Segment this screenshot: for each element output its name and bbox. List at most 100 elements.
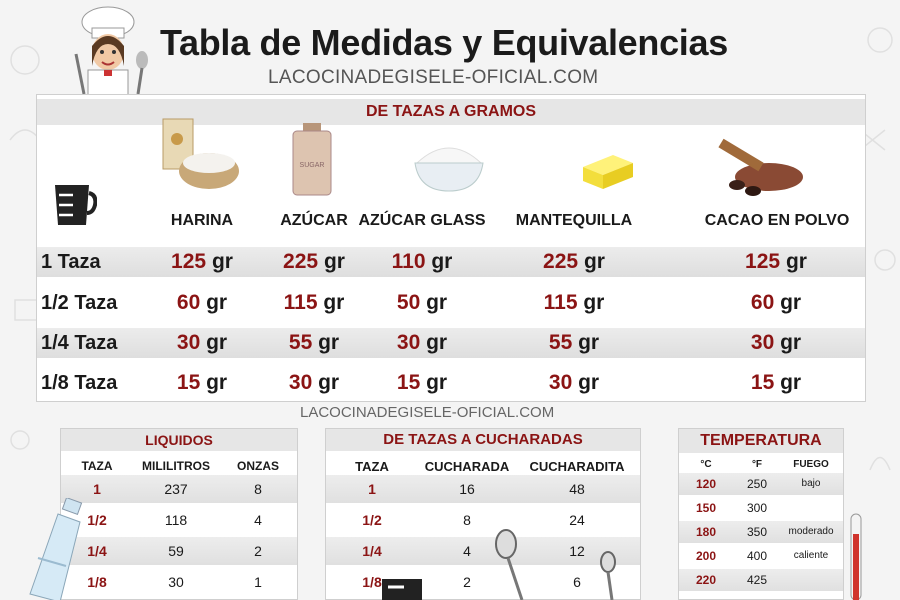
temperature-title: TEMPERATURA bbox=[679, 429, 843, 453]
header-fahrenheit: °F bbox=[751, 459, 763, 470]
cell: 118 bbox=[164, 512, 188, 528]
table-row: 1 Taza 125 gr 225 gr 110 gr 225 gr 125 g… bbox=[37, 247, 865, 277]
table-row: 1/2 8 24 bbox=[326, 506, 640, 534]
table-row: 1/2 Taza 60 gr 115 gr 50 gr 115 gr 60 gr bbox=[37, 288, 865, 318]
cell: 120 bbox=[695, 477, 717, 491]
chef-mascot-illustration bbox=[74, 6, 148, 96]
value: 50 bbox=[396, 291, 421, 314]
cell: 16 bbox=[459, 481, 475, 497]
column-harina: HARINA bbox=[170, 212, 234, 229]
sugar-jar-label: SUGAR bbox=[300, 162, 325, 169]
value: 55 bbox=[288, 331, 313, 354]
cell: 1/2 bbox=[362, 512, 382, 528]
cell: 300 bbox=[746, 501, 768, 515]
row-label: 1/4 Taza bbox=[41, 332, 118, 354]
liquids-table: LIQUIDOS TAZA MILILITROS ONZAS 1 237 8 1… bbox=[60, 428, 298, 600]
value: 225 bbox=[543, 250, 579, 273]
cell: 59 bbox=[168, 543, 184, 559]
header-celsius: °C bbox=[700, 459, 712, 470]
cell: 350 bbox=[746, 525, 768, 539]
cell: 8 bbox=[254, 481, 262, 497]
cell: 1 bbox=[254, 574, 262, 590]
cell: 220 bbox=[695, 573, 717, 587]
value: 30 bbox=[548, 371, 573, 394]
unit: gr bbox=[318, 331, 340, 354]
cell: 250 bbox=[746, 477, 768, 491]
row-label: 1 Taza bbox=[41, 251, 101, 273]
unit: gr bbox=[583, 291, 605, 314]
unit: gr bbox=[206, 331, 228, 354]
table-row: 1/8 2 6 bbox=[326, 568, 640, 596]
value: 15 bbox=[396, 371, 421, 394]
table-row: 1/2 118 4 bbox=[61, 506, 297, 534]
row-label: 1/2 Taza bbox=[41, 292, 118, 314]
cell: 400 bbox=[746, 549, 768, 563]
column-azucar: AZÚCAR bbox=[280, 212, 348, 229]
cups-to-spoons-table: DE TAZAS A CUCHARADAS TAZA CUCHARADA CUC… bbox=[325, 428, 641, 600]
cell: 24 bbox=[569, 512, 585, 528]
thermometer-icon bbox=[850, 513, 862, 600]
cell: 1/8 bbox=[362, 574, 382, 590]
value: 60 bbox=[750, 291, 775, 314]
value: 110 bbox=[391, 250, 426, 273]
unit: gr bbox=[426, 331, 448, 354]
measuring-cup-icon bbox=[55, 185, 97, 225]
unit: gr bbox=[780, 291, 802, 314]
liquids-title: LIQUIDOS bbox=[61, 429, 297, 451]
cell: 30 bbox=[168, 574, 184, 590]
value: 125 bbox=[171, 250, 207, 273]
unit: gr bbox=[780, 371, 802, 394]
cell: bajo bbox=[801, 478, 821, 489]
value: 115 bbox=[543, 291, 578, 314]
measuring-spoons-icon bbox=[495, 529, 616, 600]
table-row: 120 250 bajo bbox=[679, 473, 843, 495]
cell: 1/2 bbox=[87, 512, 107, 528]
value: 55 bbox=[548, 331, 573, 354]
cell: 8 bbox=[463, 512, 471, 528]
water-bottle-icon bbox=[29, 498, 83, 600]
powdered-sugar-bowl-icon bbox=[414, 147, 484, 192]
unit: gr bbox=[206, 291, 228, 314]
cell: 4 bbox=[463, 543, 471, 559]
table-row: 1/4 59 2 bbox=[61, 537, 297, 565]
header-fuego: FUEGO bbox=[793, 459, 829, 470]
cell: caliente bbox=[793, 550, 829, 561]
cell: 2 bbox=[463, 574, 471, 590]
value: 115 bbox=[283, 291, 318, 314]
value: 30 bbox=[396, 331, 421, 354]
column-mantequilla: MANTEQUILLA bbox=[515, 212, 633, 229]
unit: gr bbox=[318, 371, 340, 394]
cell: 2 bbox=[254, 543, 262, 559]
table-row: 150 300 bbox=[679, 497, 843, 519]
cell: 425 bbox=[746, 573, 768, 587]
cell: 1 bbox=[93, 481, 101, 497]
unit: gr bbox=[426, 371, 448, 394]
unit: gr bbox=[426, 291, 448, 314]
unit: gr bbox=[583, 250, 605, 273]
table-row: 1/8 Taza 15 gr 30 gr 15 gr 30 gr 15 gr bbox=[37, 368, 865, 398]
butter-icon bbox=[583, 155, 633, 189]
table-row: 1/4 4 12 bbox=[326, 537, 640, 565]
unit: gr bbox=[431, 250, 453, 273]
table-row: 180 350 moderado bbox=[679, 521, 843, 543]
table-row: 1/4 Taza 30 gr 55 gr 30 gr 55 gr 30 gr bbox=[37, 328, 865, 358]
table-row: 220 425 bbox=[679, 569, 843, 591]
value: 15 bbox=[176, 371, 201, 394]
unit: gr bbox=[323, 291, 345, 314]
cell: 1 bbox=[368, 481, 376, 497]
website-label-secondary: LACOCINADEGISELE-OFICIAL.COM bbox=[300, 404, 555, 421]
value: 125 bbox=[745, 250, 781, 273]
unit: gr bbox=[578, 371, 600, 394]
cell: 6 bbox=[573, 574, 581, 590]
page-title: Tabla de Medidas y Equivalencias bbox=[160, 22, 728, 63]
unit: gr bbox=[211, 250, 233, 273]
cell: 150 bbox=[695, 501, 717, 515]
header-mililitros: MILILITROS bbox=[142, 459, 210, 473]
unit: gr bbox=[780, 331, 802, 354]
header-taza: TAZA bbox=[81, 459, 113, 473]
value: 15 bbox=[750, 371, 775, 394]
cell: 1/4 bbox=[87, 543, 107, 559]
cell: 1/4 bbox=[362, 543, 382, 559]
value: 225 bbox=[283, 250, 319, 273]
column-cacao-en-polvo: CACAO EN POLVO bbox=[704, 212, 850, 229]
